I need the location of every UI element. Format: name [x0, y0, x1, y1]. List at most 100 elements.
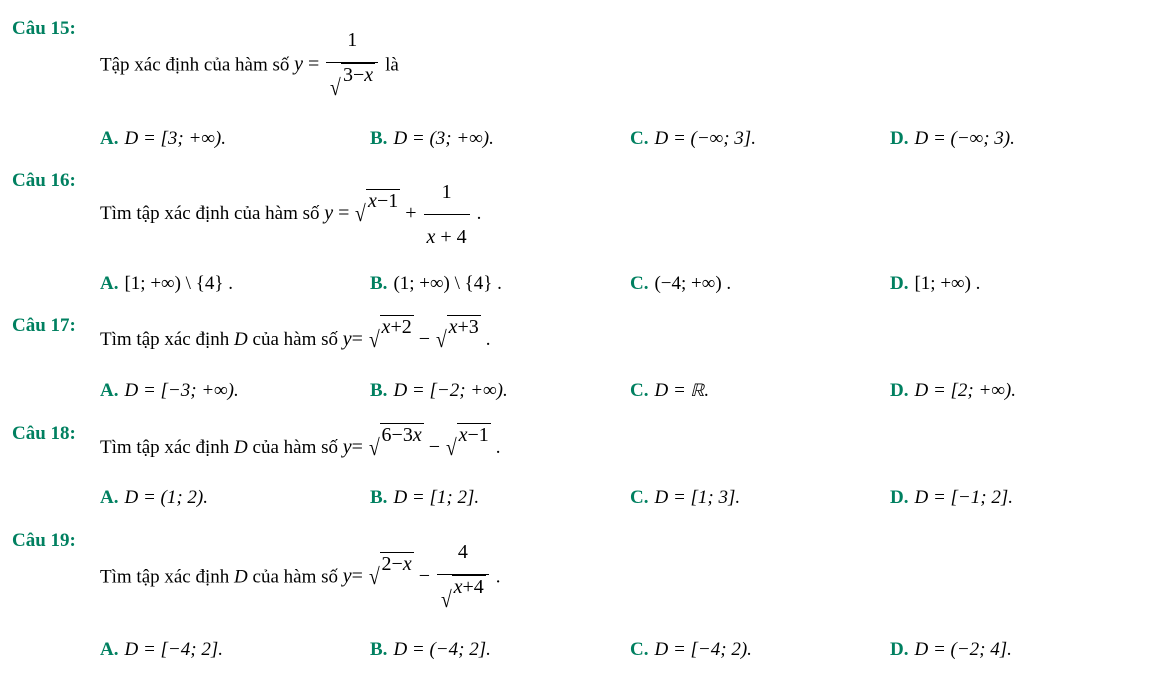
var-x: x [368, 190, 377, 212]
var-x: x [449, 316, 458, 338]
math-expression: y= √x+2 − √x+3 [343, 328, 486, 350]
suffix: . [704, 380, 709, 401]
numerator: 1 [326, 18, 378, 62]
choice-d[interactable]: D.D = (−∞; 3). [890, 122, 1130, 156]
choice-text: D = (−∞; 3]. [654, 122, 755, 156]
choice-c[interactable]: C.D = ℝ. [630, 374, 890, 409]
choice-text: D = (3; +∞). [393, 122, 493, 156]
choice-text: D = [1; 2]. [393, 481, 479, 515]
equals-sign: = [352, 328, 363, 350]
radicand: x+3 [447, 315, 481, 366]
choice-d[interactable]: D.D = [−1; 2]. [890, 481, 1130, 515]
sqrt: √x−1 [445, 423, 491, 474]
plus: + [405, 202, 421, 224]
stem-text-mid: của hàm số [248, 329, 343, 350]
question-18: Câu 18: Tìm tập xác định D của hàm số y=… [12, 423, 1157, 524]
var-D: D [234, 329, 248, 350]
choice-c[interactable]: C.(−4; +∞) . [630, 267, 890, 301]
option-label: B. [370, 267, 387, 301]
equals-sign: = [352, 436, 363, 458]
choice-text: D = ℝ. [654, 374, 709, 409]
option-label: C. [630, 374, 648, 408]
option-label: B. [370, 481, 387, 515]
choice-c[interactable]: C.D = [−4; 2). [630, 633, 890, 667]
question-label: Câu 15: [12, 18, 100, 164]
stem-text-after: . [496, 437, 501, 458]
choice-text: D = [−3; +∞). [124, 374, 238, 408]
question-label: Câu 16: [12, 170, 100, 309]
minus: − [429, 436, 445, 458]
choice-d[interactable]: D.D = [2; +∞). [890, 374, 1130, 409]
choice-b[interactable]: B.D = (−4; 2]. [370, 633, 630, 667]
choices: A.[1; +∞) \ {4} . B.(1; +∞) \ {4} . C.(−… [100, 267, 1157, 301]
stem-text: Tìm tập xác định [100, 437, 234, 458]
option-label: A. [100, 481, 118, 515]
choice-b[interactable]: B.D = [1; 2]. [370, 481, 630, 515]
option-label: C. [630, 633, 648, 667]
num-4: 4 [457, 226, 467, 248]
option-label: C. [630, 267, 648, 301]
sqrt-symbol: √ [330, 63, 341, 114]
choice-c[interactable]: C.D = [1; 3]. [630, 481, 890, 515]
minus: − [377, 190, 388, 212]
question-stem: Tìm tập xác định D của hàm số y= √2−x − … [100, 530, 1157, 626]
sqrt-symbol: √ [441, 575, 452, 626]
num-6: 6 [382, 424, 392, 446]
num-1: 1 [479, 424, 489, 446]
math-expression: y= √2−x − 4 √x+4 [343, 565, 496, 587]
question-body: Tập xác định của hàm số y = 1 √ 3−x [100, 18, 1157, 164]
stem-text: Tập xác định của hàm số [100, 54, 294, 75]
var-y: y [343, 328, 352, 350]
choice-a[interactable]: A.D = [3; +∞). [100, 122, 370, 156]
choice-text: D = [−4; 2]. [124, 633, 222, 667]
option-label: D. [890, 267, 908, 301]
denominator: √ 3−x [326, 62, 378, 114]
choice-c[interactable]: C.D = (−∞; 3]. [630, 122, 890, 156]
radicand: x+4 [452, 575, 486, 626]
option-label: A. [100, 633, 118, 667]
stem-text-mid: của hàm số [248, 566, 343, 587]
question-17: Câu 17: Tìm tập xác định D của hàm số y=… [12, 315, 1157, 417]
minus: − [392, 553, 403, 575]
var-x: x [364, 64, 373, 86]
question-label: Câu 18: [12, 423, 100, 524]
sqrt-symbol: √ [369, 315, 380, 366]
var-y: y [343, 565, 352, 587]
choice-b[interactable]: B.D = [−2; +∞). [370, 374, 630, 409]
stem-text-after: . [477, 203, 482, 224]
var-x: x [454, 576, 463, 598]
math-expression: y = √ x−1 + 1 x + 4 [324, 202, 476, 224]
stem-text: Tìm tập xác định của hàm số [100, 203, 324, 224]
choices: A.D = [−4; 2]. B.D = (−4; 2]. C.D = [−4;… [100, 633, 1157, 667]
minus: − [419, 328, 435, 350]
choice-text: D = [−2; +∞). [393, 374, 507, 408]
choice-d[interactable]: D.[1; +∞) . [890, 267, 1130, 301]
minus: − [419, 565, 435, 587]
choice-a[interactable]: A.D = [−3; +∞). [100, 374, 370, 409]
equals-sign: = [338, 202, 349, 224]
var-D: D [234, 566, 248, 587]
choice-a[interactable]: A.D = (1; 2). [100, 481, 370, 515]
num-2: 2 [402, 316, 412, 338]
choice-a[interactable]: A.[1; +∞) \ {4} . [100, 267, 370, 301]
sqrt-symbol: √ [369, 423, 380, 474]
sqrt: √6−3x [368, 423, 424, 474]
choices: A.D = [3; +∞). B.D = (3; +∞). C.D = (−∞;… [100, 122, 1157, 156]
radicand: 2−x [380, 552, 414, 603]
stem-text-mid: của hàm số [248, 437, 343, 458]
choice-text: D = (1; 2). [124, 481, 208, 515]
question-stem: Tìm tập xác định D của hàm số y= √x+2 − … [100, 315, 1157, 366]
sqrt-symbol: √ [446, 423, 457, 474]
choice-b[interactable]: B.D = (3; +∞). [370, 122, 630, 156]
choice-d[interactable]: D.D = (−2; 4]. [890, 633, 1130, 667]
option-label: A. [100, 122, 118, 156]
num-3: 3 [403, 424, 413, 446]
choice-b[interactable]: B.(1; +∞) \ {4} . [370, 267, 630, 301]
choice-text: D = (−∞; 3). [914, 122, 1014, 156]
choice-text: D = [−1; 2]. [914, 481, 1012, 515]
stem-text: Tìm tập xác định [100, 329, 234, 350]
sqrt: √2−x [368, 552, 414, 603]
minus: − [392, 424, 403, 446]
choice-text: D = [2; +∞). [914, 374, 1015, 408]
choice-a[interactable]: A.D = [−4; 2]. [100, 633, 370, 667]
